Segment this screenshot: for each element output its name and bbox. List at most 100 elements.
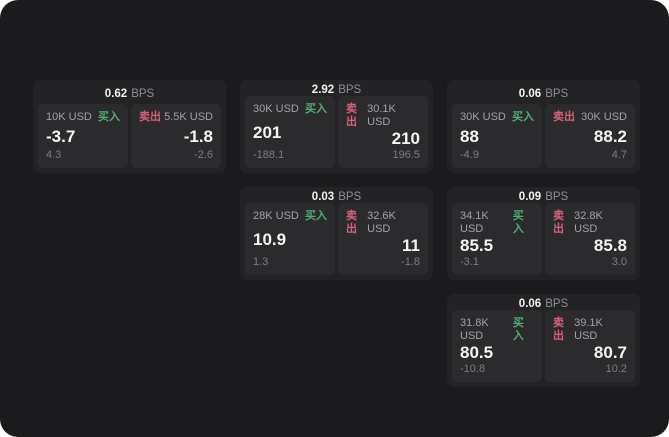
quote-grid: 0.62 BPS 10K USD 买入 -3.7 4.3 卖出 5.5K USD… (33, 80, 640, 387)
buy-sub-value: -4.9 (460, 149, 479, 161)
buy-side-label: 买入 (512, 210, 524, 235)
sell-price: 80.7 (593, 343, 627, 362)
buy-amount: 31.8K USD (460, 317, 489, 342)
sell-panel-header: 卖出 5.5K USD (139, 111, 213, 124)
bps-suffix-label: BPS (338, 84, 362, 96)
buy-side-label: 买入 (305, 210, 327, 222)
sell-quote-panel[interactable]: 卖出 30K USD 88.2 4.7 (545, 104, 635, 168)
quote-panels: 30K USD 买入 88 -4.9 卖出 30K USD 88.2 4.7 (452, 104, 635, 168)
sell-amount: 30K USD (581, 111, 627, 123)
sell-amount: 32.6K USD (367, 210, 396, 235)
bps-value: 0.09 (518, 191, 542, 203)
buy-quote-panel[interactable]: 30K USD 买入 201 -188.1 (245, 96, 335, 168)
buy-amount: 30K USD (460, 111, 506, 123)
sell-sub-value: -1.8 (401, 256, 420, 268)
sell-price: 11 (402, 236, 420, 255)
sell-amount: 5.5K USD (164, 111, 213, 123)
buy-sub-value: -10.8 (460, 363, 486, 375)
buy-side-label: 买入 (512, 111, 534, 123)
sell-side-label: 卖出 (553, 210, 564, 235)
quote-card: 0.06 BPS 31.8K USD 买入 80.5 -10.8 卖出 39.1… (447, 294, 640, 387)
quote-card: 0.03 BPS 28K USD 买入 10.9 1.3 卖出 32.6K US… (240, 187, 433, 280)
buy-quote-panel[interactable]: 31.8K USD 买入 80.5 -10.8 (452, 310, 542, 382)
buy-price: 10.9 (253, 229, 287, 249)
bps-value: 2.92 (311, 84, 335, 96)
buy-price: 85.5 (460, 236, 494, 255)
buy-side-label: 买入 (305, 103, 327, 115)
sell-panel-header: 卖出 32.8K USD (553, 210, 627, 236)
sell-side-label: 卖出 (346, 103, 357, 128)
buy-price: -3.7 (46, 126, 76, 146)
quote-card: 0.09 BPS 34.1K USD 买入 85.5 -3.1 卖出 32.8K… (447, 187, 640, 280)
card-header: 2.92 BPS (245, 84, 428, 96)
buy-quote-panel[interactable]: 10K USD 买入 -3.7 4.3 (38, 104, 128, 168)
buy-panel-header: 34.1K USD 买入 (460, 210, 534, 236)
bps-value: 0.03 (311, 191, 335, 203)
sell-sub-value: 196.5 (392, 149, 420, 161)
sell-sub-value: 3.0 (611, 256, 627, 268)
card-header: 0.09 BPS (452, 191, 635, 203)
sell-quote-panel[interactable]: 卖出 30.1K USD 210 196.5 (338, 96, 428, 168)
bps-suffix-label: BPS (131, 88, 155, 100)
sell-price: 88.2 (593, 126, 627, 146)
quote-panels: 10K USD 买入 -3.7 4.3 卖出 5.5K USD -1.8 -2.… (38, 104, 221, 168)
sell-quote-panel[interactable]: 卖出 32.8K USD 85.8 3.0 (545, 203, 635, 275)
sell-quote-panel[interactable]: 卖出 32.6K USD 11 -1.8 (338, 203, 428, 275)
sell-sub-value: 4.7 (611, 149, 627, 161)
buy-price: 88 (460, 126, 479, 146)
quote-card: 0.62 BPS 10K USD 买入 -3.7 4.3 卖出 5.5K USD… (33, 80, 226, 173)
buy-sub-value: 4.3 (46, 149, 62, 161)
quote-panels: 28K USD 买入 10.9 1.3 卖出 32.6K USD 11 -1.8 (245, 203, 428, 275)
quote-panels: 31.8K USD 买入 80.5 -10.8 卖出 39.1K USD 80.… (452, 310, 635, 382)
buy-quote-panel[interactable]: 30K USD 买入 88 -4.9 (452, 104, 542, 168)
buy-panel-header: 31.8K USD 买入 (460, 317, 534, 343)
quote-card: 0.06 BPS 30K USD 买入 88 -4.9 卖出 30K USD 8… (447, 80, 640, 173)
bps-suffix-label: BPS (338, 191, 362, 203)
sell-sub-value: -2.6 (194, 149, 213, 161)
card-header: 0.62 BPS (38, 84, 221, 104)
buy-amount: 28K USD (253, 210, 299, 222)
buy-amount: 10K USD (46, 111, 92, 123)
sell-side-label: 卖出 (346, 210, 357, 235)
sell-side-label: 卖出 (139, 111, 161, 123)
buy-price: 201 (253, 122, 282, 142)
sell-quote-panel[interactable]: 卖出 39.1K USD 80.7 10.2 (545, 310, 635, 382)
bps-suffix-label: BPS (545, 88, 569, 100)
card-header: 0.06 BPS (452, 84, 635, 104)
sell-price: -1.8 (183, 126, 213, 146)
buy-sub-value: -188.1 (253, 149, 285, 161)
quote-panels: 30K USD 买入 201 -188.1 卖出 30.1K USD 210 1… (245, 96, 428, 168)
bps-suffix-label: BPS (545, 191, 569, 203)
bps-suffix-label: BPS (545, 298, 569, 310)
sell-panel-header: 卖出 30K USD (553, 111, 627, 124)
buy-price: 80.5 (460, 343, 494, 362)
buy-panel-header: 30K USD 买入 (253, 103, 327, 116)
buy-sub-value: -3.1 (460, 256, 479, 268)
sell-price: 85.8 (593, 236, 627, 255)
sell-amount: 30.1K USD (367, 103, 396, 128)
buy-panel-header: 10K USD 买入 (46, 111, 120, 124)
bps-value: 0.06 (518, 298, 542, 310)
bps-value: 0.62 (104, 88, 128, 100)
buy-panel-header: 28K USD 买入 (253, 210, 327, 223)
sell-panel-header: 卖出 32.6K USD (346, 210, 420, 236)
buy-amount: 30K USD (253, 103, 299, 115)
quote-card: 2.92 BPS 30K USD 买入 201 -188.1 卖出 30.1K … (240, 80, 433, 173)
bps-value: 0.06 (518, 88, 542, 100)
buy-amount: 34.1K USD (460, 210, 489, 235)
buy-panel-header: 30K USD 买入 (460, 111, 534, 124)
quote-panels: 34.1K USD 买入 85.5 -3.1 卖出 32.8K USD 85.8… (452, 203, 635, 275)
buy-sub-value: 1.3 (253, 256, 269, 268)
card-header: 0.03 BPS (245, 191, 428, 203)
sell-price: 210 (391, 129, 420, 148)
sell-amount: 32.8K USD (574, 210, 603, 235)
card-header: 0.06 BPS (452, 298, 635, 310)
buy-quote-panel[interactable]: 28K USD 买入 10.9 1.3 (245, 203, 335, 275)
buy-side-label: 买入 (98, 111, 120, 123)
sell-panel-header: 卖出 39.1K USD (553, 317, 627, 343)
sell-quote-panel[interactable]: 卖出 5.5K USD -1.8 -2.6 (131, 104, 221, 168)
buy-quote-panel[interactable]: 34.1K USD 买入 85.5 -3.1 (452, 203, 542, 275)
sell-panel-header: 卖出 30.1K USD (346, 103, 420, 129)
sell-sub-value: 10.2 (605, 363, 627, 375)
